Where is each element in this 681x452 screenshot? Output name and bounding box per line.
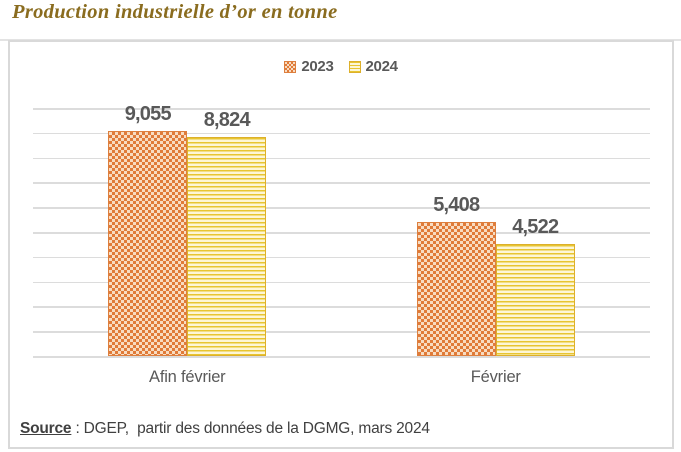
legend-label-2024: 2024 — [365, 58, 398, 75]
gridline-2000 — [33, 306, 650, 308]
legend-swatch-2023-icon — [284, 60, 297, 73]
bar-2024-afin-fevrier — [187, 137, 267, 356]
gridline-5000 — [33, 232, 650, 234]
chart-frame: 2023 2024 9,055 8,824 Afin février 5,408 4,52… — [8, 40, 674, 449]
chart-legend: 2023 2024 — [10, 58, 672, 75]
gridline-4000 — [33, 256, 650, 259]
value-label-2023-afin-fevrier: 9,055 — [124, 103, 172, 126]
source-label: Source — [20, 420, 72, 437]
bar-2024-fevrier — [495, 243, 575, 356]
gridline-0 — [33, 356, 650, 358]
value-label-2024-afin-fevrier: 8,824 — [203, 109, 251, 132]
bar-column-2024-fevrier: 4,522 — [495, 215, 575, 356]
gridline-8000 — [33, 157, 650, 160]
bar-2023-afin-fevrier — [108, 131, 188, 356]
source-text: : DGEP, partir des données de la DGMG, m… — [71, 420, 430, 437]
legend-label-2023: 2023 — [301, 58, 334, 75]
gridline-9000 — [33, 132, 650, 135]
bar-column-2023-afin-fevrier: 9,055 — [108, 103, 188, 356]
gridline-1000 — [33, 331, 650, 333]
bar-2023-fevrier — [416, 221, 496, 356]
source-line: Source : DGEP, partir des données de la … — [20, 420, 430, 438]
x-axis-label-afin-fevrier: Afin février — [149, 368, 226, 386]
legend-item-2024: 2024 — [348, 58, 398, 75]
legend-item-2023: 2023 — [284, 58, 334, 75]
x-axis-label-fevrier: Février — [470, 368, 521, 386]
bar-group-fevrier: 5,408 4,522 — [416, 193, 575, 356]
gridline-10000 — [33, 108, 650, 110]
legend-swatch-2024-icon — [348, 60, 361, 73]
chart-title: Production industrielle d’or en tonne — [12, 1, 338, 23]
gridline-6000 — [33, 207, 650, 209]
plot-area: 9,055 8,824 Afin février 5,408 4,522 Février — [33, 103, 650, 386]
value-label-2023-fevrier: 5,408 — [433, 193, 480, 216]
bar-column-2023-fevrier: 5,408 — [416, 193, 496, 356]
value-label-2024-fevrier: 4,522 — [512, 215, 559, 238]
bar-column-2024-afin-fevrier: 8,824 — [187, 109, 267, 356]
bar-group-afin-fevrier: 9,055 8,824 — [108, 103, 267, 356]
gridline-7000 — [33, 182, 650, 184]
gridline-3000 — [33, 281, 650, 284]
